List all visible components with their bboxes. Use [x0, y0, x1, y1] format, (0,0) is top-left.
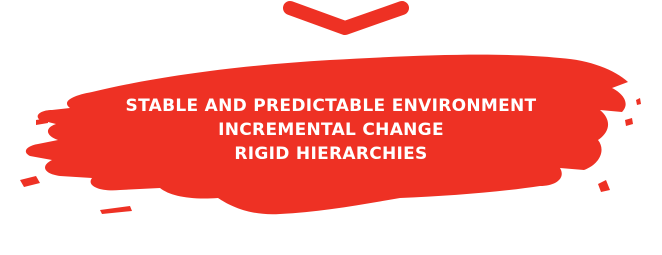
brush-speck: [598, 180, 610, 192]
brush-speck: [20, 176, 40, 187]
text-line: INCREMENTAL CHANGE: [0, 118, 662, 142]
text-line: STABLE AND PREDICTABLE ENVIRONMENT: [0, 94, 662, 118]
chevron-down: [290, 8, 402, 28]
banner: STABLE AND PREDICTABLE ENVIRONMENT INCRE…: [0, 0, 662, 255]
text-block: STABLE AND PREDICTABLE ENVIRONMENT INCRE…: [0, 94, 662, 166]
text-line: RIGID HIERARCHIES: [0, 142, 662, 166]
brush-speck: [100, 206, 132, 214]
